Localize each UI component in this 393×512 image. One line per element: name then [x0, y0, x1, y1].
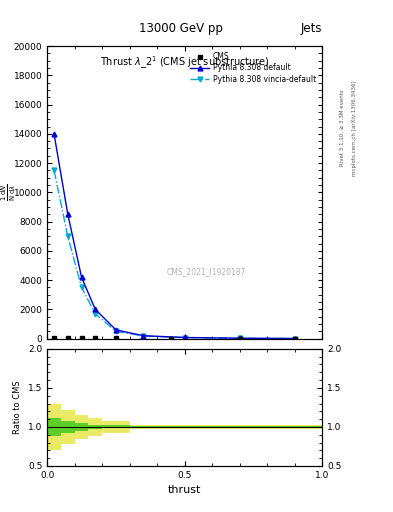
Pythia 8.308 default: [51, 131, 57, 137]
Pythia 8.308 vincia-default: [93, 311, 97, 317]
CMS: [237, 335, 242, 342]
Text: 13000 GeV pp: 13000 GeV pp: [139, 22, 223, 35]
Text: Rivet 3.1.10, ≥ 3.3M events: Rivet 3.1.10, ≥ 3.3M events: [340, 90, 345, 166]
Line: CMS: CMS: [52, 336, 296, 340]
Text: CMS_2021_I1920187: CMS_2021_I1920187: [167, 267, 246, 276]
Line: Pythia 8.308 vincia-default: Pythia 8.308 vincia-default: [51, 168, 297, 341]
Text: Jets: Jets: [301, 22, 322, 35]
Pythia 8.308 vincia-default: [114, 328, 118, 334]
Pythia 8.308 default: [79, 274, 84, 280]
Pythia 8.308 vincia-default: [65, 233, 70, 239]
Text: mcplots.cern.ch [arXiv:1306.3436]: mcplots.cern.ch [arXiv:1306.3436]: [352, 80, 357, 176]
Pythia 8.308 default: [65, 211, 70, 218]
Pythia 8.308 vincia-default: [51, 167, 57, 174]
CMS: [169, 335, 173, 342]
Pythia 8.308 default: [141, 333, 146, 339]
Pythia 8.308 default: [292, 335, 297, 342]
CMS: [79, 335, 84, 342]
Pythia 8.308 default: [182, 334, 187, 340]
Pythia 8.308 vincia-default: [79, 284, 84, 290]
Y-axis label: Ratio to CMS: Ratio to CMS: [13, 380, 22, 434]
Legend: CMS, Pythia 8.308 default, Pythia 8.308 vincia-default: CMS, Pythia 8.308 default, Pythia 8.308 …: [188, 50, 318, 86]
X-axis label: thrust: thrust: [168, 485, 201, 495]
Pythia 8.308 default: [237, 335, 242, 342]
Pythia 8.308 vincia-default: [237, 335, 242, 342]
Pythia 8.308 default: [114, 327, 118, 333]
CMS: [292, 335, 297, 342]
Pythia 8.308 vincia-default: [141, 333, 146, 339]
Text: Thrust $\lambda\_2^1$ (CMS jet substructure): Thrust $\lambda\_2^1$ (CMS jet substruct…: [100, 55, 270, 72]
Text: $\frac{1}{\mathrm{N}}\frac{\mathrm{d}N}{\mathrm{d}\lambda}$: $\frac{1}{\mathrm{N}}\frac{\mathrm{d}N}{…: [0, 183, 18, 201]
Line: Pythia 8.308 default: Pythia 8.308 default: [51, 132, 297, 341]
Pythia 8.308 vincia-default: [292, 335, 297, 342]
Pythia 8.308 vincia-default: [182, 334, 187, 340]
Pythia 8.308 default: [93, 306, 97, 312]
CMS: [114, 335, 118, 342]
CMS: [51, 335, 57, 342]
CMS: [65, 335, 70, 341]
CMS: [93, 335, 97, 342]
